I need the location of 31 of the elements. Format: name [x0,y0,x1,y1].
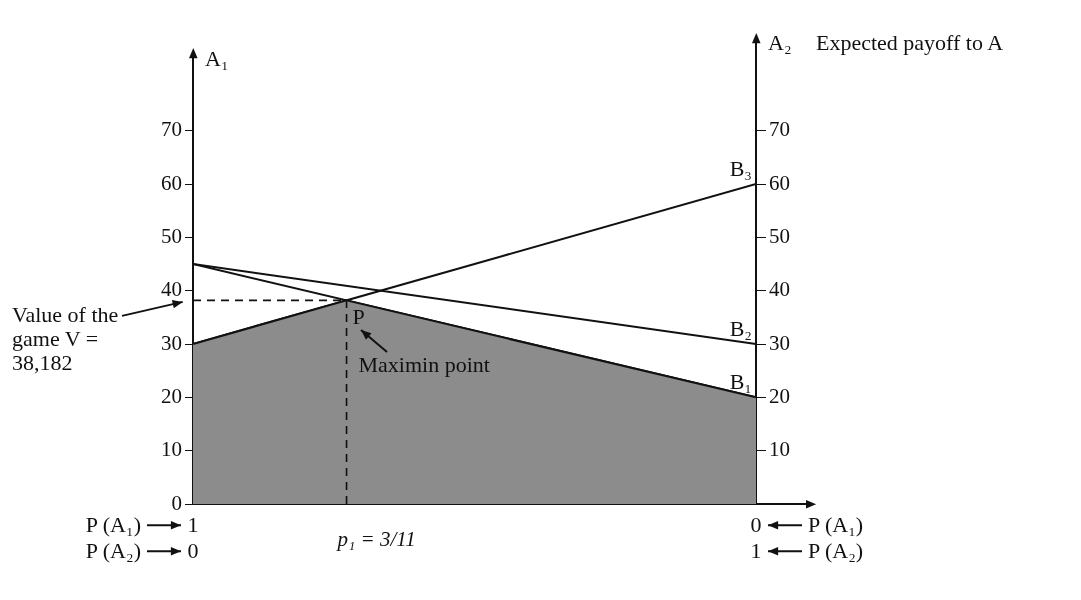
y-tick-label: 70 [161,117,182,142]
y2-tick-label: 10 [769,437,790,462]
y-tick-label: 60 [161,170,182,195]
series-label: B₂ [729,316,752,341]
text: P (A₂) [808,538,864,563]
annotation: P [352,304,365,330]
y2-tick-label: 20 [769,383,790,408]
y-tick-label: 0 [171,490,182,515]
annotation: Maximin point [358,352,490,378]
x2-axis-title: P (A₁) [85,512,141,537]
series-label: B₁ [729,369,752,395]
y2-tick-label: 30 [769,330,790,355]
y2-tick-label: 50 [769,223,790,248]
text: Value of the game V = 38,182 [12,302,119,376]
text: Expected payoff to A [816,30,1004,55]
y-axis-title: A₁ [205,46,229,71]
y2-axis-title: A₂ [768,30,792,55]
y2-tick-label: 60 [769,170,790,195]
y-tick-label: 30 [161,330,182,355]
series-label: B₃ [729,156,752,181]
text: P (A₁) [808,512,864,537]
y-tick-label: 10 [161,437,182,462]
y-tick-label: 50 [161,223,182,248]
x2-tick-label: 0 [750,512,762,537]
y-tick-label: 40 [161,277,182,302]
x-axis-title: P (A₂) [85,538,141,563]
y-tick-label: 20 [161,383,182,408]
x2-tick-label: 1 [187,512,199,537]
y2-tick-label: 70 [769,117,790,142]
y2-tick-label: 40 [769,277,790,302]
text: p₁ = 3/11 [335,527,416,551]
